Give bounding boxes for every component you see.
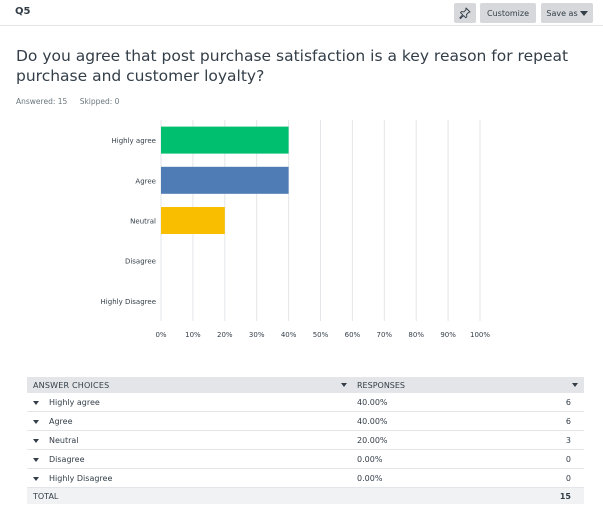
category-label: Neutral <box>130 218 156 226</box>
total-label: TOTAL <box>33 492 59 501</box>
x-tick-label: 60% <box>345 331 361 339</box>
chevron-down-icon <box>579 10 588 16</box>
bar[interactable] <box>161 207 225 234</box>
answer-choice-label: Highly agree <box>49 398 100 407</box>
table-row: Highly agree 40.00% 6 <box>27 393 584 412</box>
category-label: Disagree <box>125 258 156 266</box>
pin-button[interactable] <box>454 3 476 23</box>
customize-button[interactable]: Customize <box>480 3 536 23</box>
response-count: 0 <box>565 474 571 483</box>
response-stats: Answered: 15 Skipped: 0 <box>16 97 129 106</box>
bar-chart: 0% 10% 20% 30% 40% 50% 60% 70% 80% 90% 100% Highly … <box>101 120 490 339</box>
answer-choices-header[interactable]: ANSWER CHOICES <box>33 381 110 390</box>
table-total-row: TOTAL 15 <box>27 488 584 504</box>
pin-icon <box>459 7 471 19</box>
answer-table: ANSWER CHOICES RESPONSES Highly agree 40.… <box>27 377 584 504</box>
answer-choice-label: Neutral <box>49 436 79 445</box>
table-row: Disagree 0.00% 0 <box>27 450 584 469</box>
question-toolbar: Q5 Customize Save as <box>0 0 603 26</box>
expand-row-icon[interactable] <box>33 439 39 443</box>
save-as-button[interactable]: Save as <box>541 3 593 23</box>
x-tick-label: 80% <box>408 331 424 339</box>
responses-header[interactable]: RESPONSES <box>357 381 406 390</box>
response-percent: 0.00% <box>357 474 383 483</box>
save-as-label: Save as <box>546 8 578 18</box>
response-percent: 40.00% <box>357 417 388 426</box>
expand-row-icon[interactable] <box>33 477 39 481</box>
table-header: ANSWER CHOICES RESPONSES <box>27 377 584 393</box>
table-row: Agree 40.00% 6 <box>27 412 584 431</box>
response-count: 6 <box>565 417 571 426</box>
response-count: 0 <box>565 455 571 464</box>
response-percent: 40.00% <box>357 398 388 407</box>
table-row: Neutral 20.00% 3 <box>27 431 584 450</box>
x-tick-label: 20% <box>217 331 233 339</box>
total-count: 15 <box>559 492 571 501</box>
x-tick-label: 70% <box>377 331 393 339</box>
response-count: 6 <box>565 398 571 407</box>
expand-row-icon[interactable] <box>33 401 39 405</box>
skipped-count: Skipped: 0 <box>79 97 120 106</box>
answered-count: Answered: 15 <box>16 97 68 106</box>
question-text: Do you agree that post purchase satisfac… <box>16 47 569 85</box>
x-tick-label: 30% <box>249 331 265 339</box>
bar[interactable] <box>161 126 289 154</box>
answer-choice-label: Highly Disagree <box>49 474 113 483</box>
x-tick-label: 40% <box>281 331 297 339</box>
sort-choices-icon[interactable] <box>341 383 347 387</box>
category-label: Highly agree <box>112 137 156 145</box>
x-tick-label: 0% <box>155 331 166 339</box>
response-count: 3 <box>565 436 571 445</box>
x-tick-label: 50% <box>313 331 329 339</box>
response-percent: 0.00% <box>357 455 383 464</box>
question-id: Q5 <box>15 6 31 17</box>
answer-choice-label: Agree <box>49 417 73 426</box>
sort-responses-icon[interactable] <box>572 383 578 387</box>
x-tick-label: 90% <box>440 331 456 339</box>
answer-choice-label: Disagree <box>49 455 85 464</box>
expand-row-icon[interactable] <box>33 420 39 424</box>
table-row: Highly Disagree 0.00% 0 <box>27 469 584 488</box>
bar[interactable] <box>161 166 289 194</box>
response-percent: 20.00% <box>357 436 388 445</box>
expand-row-icon[interactable] <box>33 458 39 462</box>
x-tick-label: 10% <box>185 331 201 339</box>
category-label: Highly Disagree <box>101 298 156 306</box>
x-tick-label: 100% <box>470 331 490 339</box>
category-label: Agree <box>135 177 156 185</box>
